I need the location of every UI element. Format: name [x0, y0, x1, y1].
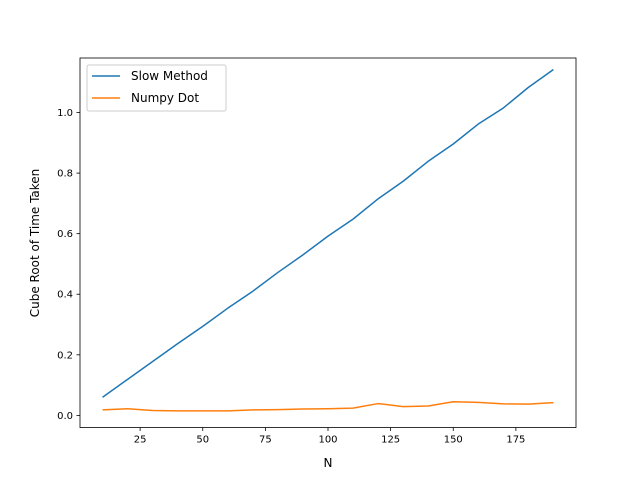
x-tick-label: 50 [196, 435, 209, 446]
x-tick-label: 75 [259, 435, 272, 446]
y-tick-label: 0.8 [57, 169, 73, 180]
x-tick-label: 125 [381, 435, 400, 446]
legend-label-slow-method: Slow Method [131, 69, 208, 83]
x-tick-label: 175 [506, 435, 525, 446]
x-tick-label: 100 [318, 435, 337, 446]
x-axis-ticks: 25 50 75 100 125 150 175 [134, 427, 525, 446]
x-tick-label: 150 [444, 435, 463, 446]
y-tick-label: 1.0 [57, 108, 73, 119]
x-tick-label: 25 [134, 435, 147, 446]
legend: Slow Method Numpy Dot [86, 64, 227, 112]
y-tick-label: 0.2 [57, 350, 73, 361]
y-axis-label: Cube Root of Time Taken [28, 169, 42, 318]
x-axis-label: N [324, 456, 333, 470]
legend-label-numpy-dot: Numpy Dot [131, 91, 199, 105]
series-line-numpy-dot [102, 401, 554, 412]
legend-box [86, 64, 227, 112]
y-tick-label: 0.0 [57, 411, 73, 422]
y-axis-ticks: 0.0 0.2 0.4 0.6 0.8 1.0 [57, 108, 80, 422]
plot-lines [102, 68, 554, 412]
axes-frame [79, 57, 577, 428]
y-tick-label: 0.4 [57, 290, 73, 301]
y-tick-label: 0.6 [57, 229, 73, 240]
series-line-slow-method [102, 68, 554, 398]
